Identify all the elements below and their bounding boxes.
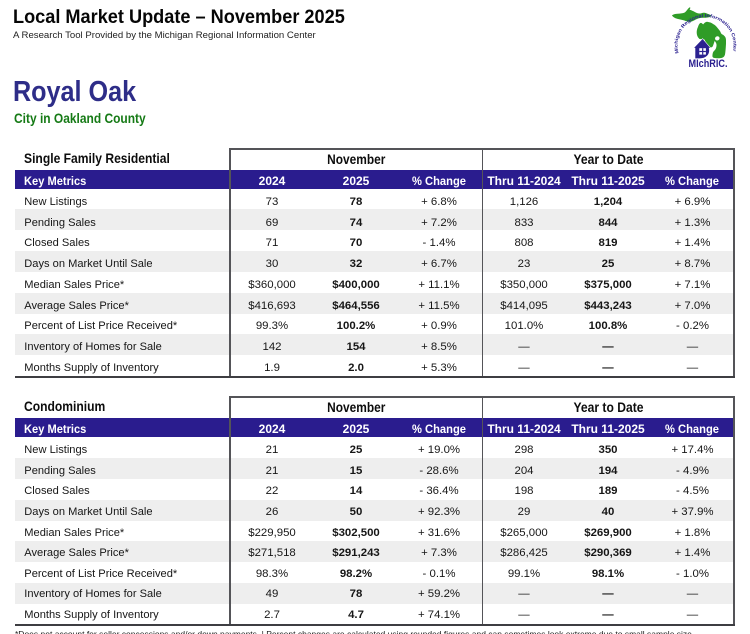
svg-text:MIchRIC.: MIchRIC. (689, 58, 728, 70)
